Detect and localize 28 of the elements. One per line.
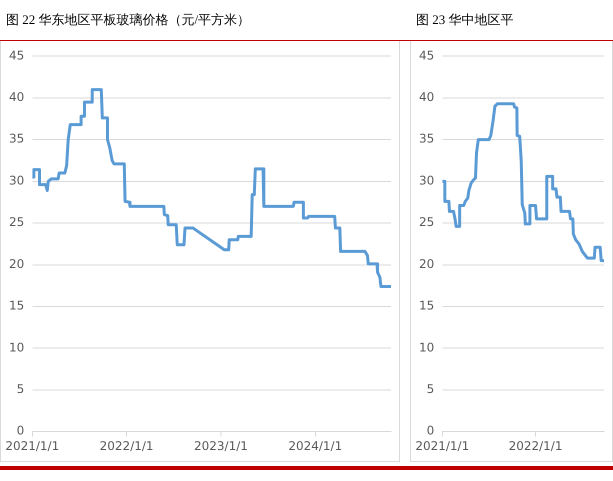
chart-title: 图 22 华东地区平板玻璃价格（元/平方米） — [5, 11, 252, 29]
y-tick-label: 45 — [8, 48, 24, 62]
y-tick-label: 5 — [426, 382, 434, 396]
y-tick-label: 20 — [8, 256, 24, 271]
y-tick-label: 0 — [426, 424, 434, 438]
y-tick-label: 10 — [418, 340, 434, 354]
y-tick-label: 35 — [418, 132, 434, 146]
y-tick-label: 40 — [418, 90, 434, 104]
x-tick-label: 2021/1/1 — [415, 438, 470, 453]
y-tick-label: 25 — [8, 215, 24, 230]
y-tick-label: 30 — [418, 173, 434, 188]
y-tick-label: 45 — [418, 48, 434, 62]
y-tick-label: 10 — [8, 340, 24, 354]
y-tick-label: 25 — [418, 215, 434, 230]
y-tick-label: 15 — [8, 298, 24, 313]
y-tick-label: 15 — [418, 298, 434, 313]
y-tick-label: 35 — [8, 132, 24, 146]
y-tick-label: 5 — [16, 382, 24, 396]
y-tick-label: 30 — [8, 173, 24, 188]
x-tick-label: 2022/1/1 — [508, 438, 562, 453]
y-tick-label: 40 — [8, 90, 24, 104]
x-tick-label: 2021/1/1 — [5, 438, 60, 453]
chart-title: 图 23 华中地区平 — [415, 11, 514, 29]
x-tick-label: 2023/1/1 — [194, 438, 248, 453]
y-tick-label: 20 — [418, 256, 434, 271]
x-tick-label: 2024/1/1 — [288, 438, 342, 453]
x-tick-label: 2022/1/1 — [100, 438, 154, 453]
y-tick-label: 0 — [16, 424, 24, 438]
